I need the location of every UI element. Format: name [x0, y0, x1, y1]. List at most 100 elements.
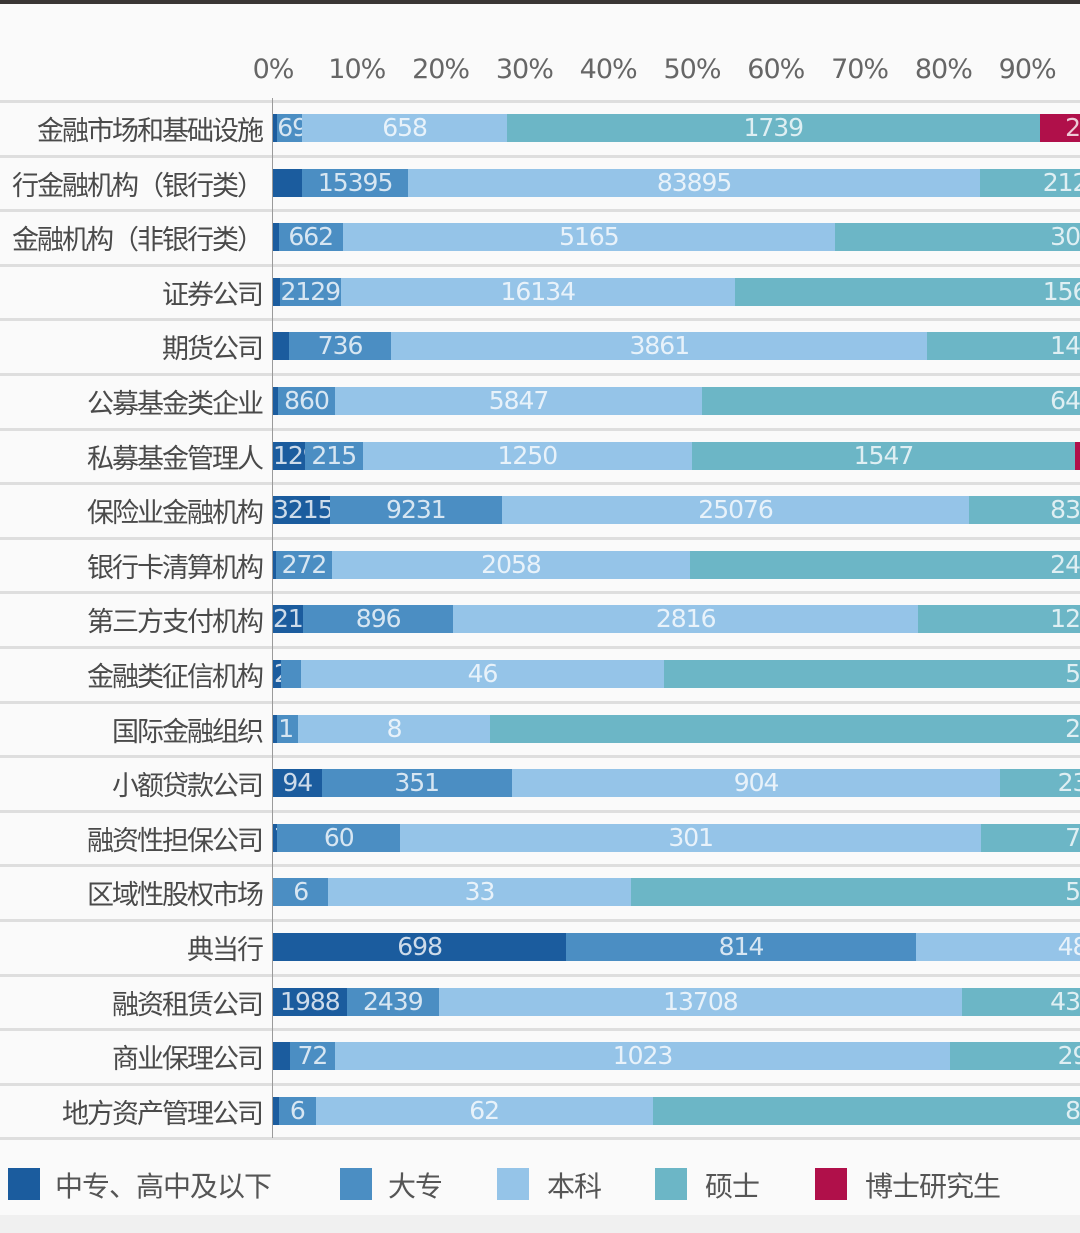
bar-segment-college: 272: [276, 550, 332, 579]
bar-segment-college: 2129: [279, 277, 341, 306]
data-label: 860: [284, 387, 330, 415]
bar-segment-secondary: [273, 550, 277, 579]
bar-segment-college: 2439: [346, 987, 439, 1016]
bar-segment-college: 6: [278, 1096, 316, 1125]
legend-swatch-bachelor: [497, 1168, 529, 1200]
row-separator: [0, 263, 1080, 267]
data-label: 896: [355, 605, 402, 634]
data-label: 2439: [363, 987, 424, 1016]
bar-segment-secondary: [273, 1042, 290, 1071]
legend-label: 硕士: [705, 1170, 760, 1203]
bar-segment-bachelor: 484: [915, 933, 1080, 961]
data-label: 25: [1065, 714, 1080, 743]
data-label: 6423: [1050, 387, 1080, 415]
category-label: 典当行: [187, 935, 264, 966]
bar-segment-bachelor: 25076: [501, 496, 970, 525]
data-label: 1: [1075, 442, 1080, 470]
bar-row: 融资租赁公司 1988 2439 13708 4350: [0, 975, 1080, 1029]
bar-segment-secondary: 94: [273, 769, 322, 798]
bar-segment-bachelor: 658: [302, 114, 507, 142]
bar-segment-master: 1739: [506, 114, 1040, 142]
bar-segment-master: 75: [981, 823, 1080, 852]
row-separator: [0, 209, 1080, 213]
data-label: 230: [1057, 769, 1080, 798]
data-label: 6: [289, 1096, 306, 1125]
bar-segment-master: 6423: [702, 387, 1080, 415]
data-label: 301: [668, 823, 714, 852]
bar-row: 典当行 698 814 484: [0, 920, 1080, 974]
data-label: 6: [293, 878, 309, 907]
bar-row: 融资性担保公司 7 60 301 75: [0, 811, 1080, 865]
category-label: 金融类征信机构: [87, 662, 264, 693]
data-label: 8348: [1050, 496, 1080, 525]
stacked-bar: 94 351 904 230: [273, 769, 1080, 798]
bar-segment-master: 54: [664, 660, 1080, 688]
category-label: 第三方支付机构: [87, 607, 264, 639]
bar-segment-bachelor: 1023: [335, 1042, 951, 1071]
data-label: 46: [467, 660, 499, 688]
category-label: 公募基金类企业: [87, 389, 264, 420]
bar-segment-bachelor: 8: [298, 714, 491, 743]
bar-segment-college: 860: [278, 387, 335, 415]
data-label: 484: [1057, 933, 1080, 961]
data-label: 15641: [1042, 277, 1080, 306]
data-label: 213: [273, 605, 303, 634]
data-label: 814: [718, 933, 765, 961]
row-separator: [0, 1082, 1080, 1086]
legend-label: 本科: [547, 1170, 602, 1203]
bar-segment-secondary: 22: [273, 660, 282, 688]
data-label: 7: [274, 824, 277, 852]
bar-segment-secondary: [273, 114, 278, 142]
stacked-bar: 662 5165 3084: [273, 223, 1080, 252]
data-label: 13708: [663, 987, 739, 1016]
data-label: 15395: [317, 168, 394, 197]
stacked-bar: 698 814 484: [273, 933, 1080, 961]
bar-row: 证券公司 2129 16134 15641: [0, 265, 1080, 319]
bar-segment-master: 51: [630, 878, 1080, 907]
stacked-bar: 1988 2439 13708 4350: [273, 987, 1080, 1016]
stacked-bar: 15395 83895 21237: [273, 168, 1080, 197]
bar-segment-bachelor: 46: [300, 660, 665, 688]
legend-swatch-master: [655, 1168, 687, 1200]
bar-segment-master: 296: [950, 1042, 1080, 1071]
bar-segment-bachelor: 2816: [453, 605, 919, 634]
row-separator: [0, 755, 1080, 759]
row-separator: [0, 1028, 1080, 1032]
category-label: 小额贷款公司: [112, 771, 264, 803]
data-label: 25076: [698, 496, 774, 525]
bar-segment-college: 60: [277, 823, 401, 852]
data-label: 25: [1065, 114, 1080, 142]
stacked-bar: 129215 1250 1547 1: [273, 441, 1080, 470]
row-separator: [0, 919, 1080, 922]
bar-segment-master: 1250: [918, 605, 1080, 634]
legend-swatch-secondary: [8, 1168, 40, 1200]
row-separator: [0, 154, 1080, 158]
bar-row: 行金融机构（银行类） 15395 83895 21237: [0, 156, 1080, 210]
bar-segment-secondary: [273, 277, 280, 306]
legend: 中专、高中及以下 大专 本科 硕士 博士研究生: [0, 1165, 1080, 1205]
bar-row: 私募基金管理人 129215 1250 1547 1: [0, 429, 1080, 483]
data-label: 83895: [656, 168, 733, 197]
bar-segment-master: 15641: [734, 277, 1080, 306]
row-separator: [0, 700, 1080, 704]
row-separator: [0, 591, 1080, 595]
stacked-bar: 860 5847 6423: [273, 387, 1080, 415]
data-label: 215: [311, 441, 357, 470]
x-tick-label: 70%: [831, 54, 889, 85]
y-axis-line: [272, 98, 273, 1138]
category-label: 证券公司: [162, 279, 264, 311]
bar-segment-college: 896: [303, 605, 454, 634]
x-tick-label: 30%: [495, 54, 554, 85]
row-separator: [0, 864, 1080, 868]
bar-segment-college: 736: [288, 332, 392, 361]
data-label: 1739: [743, 114, 804, 142]
data-label: 22: [274, 660, 281, 688]
bar-segment-master: 1432: [927, 332, 1080, 361]
x-tick-label: 90%: [998, 54, 1057, 85]
data-label: 296: [1057, 1042, 1080, 1071]
bar-row: 金融类征信机构 22 46 54: [0, 647, 1080, 701]
row-separator: [0, 427, 1080, 431]
x-tick-label: 0%: [252, 54, 295, 85]
data-label: 5165: [559, 223, 620, 252]
data-label: 272: [281, 550, 328, 579]
